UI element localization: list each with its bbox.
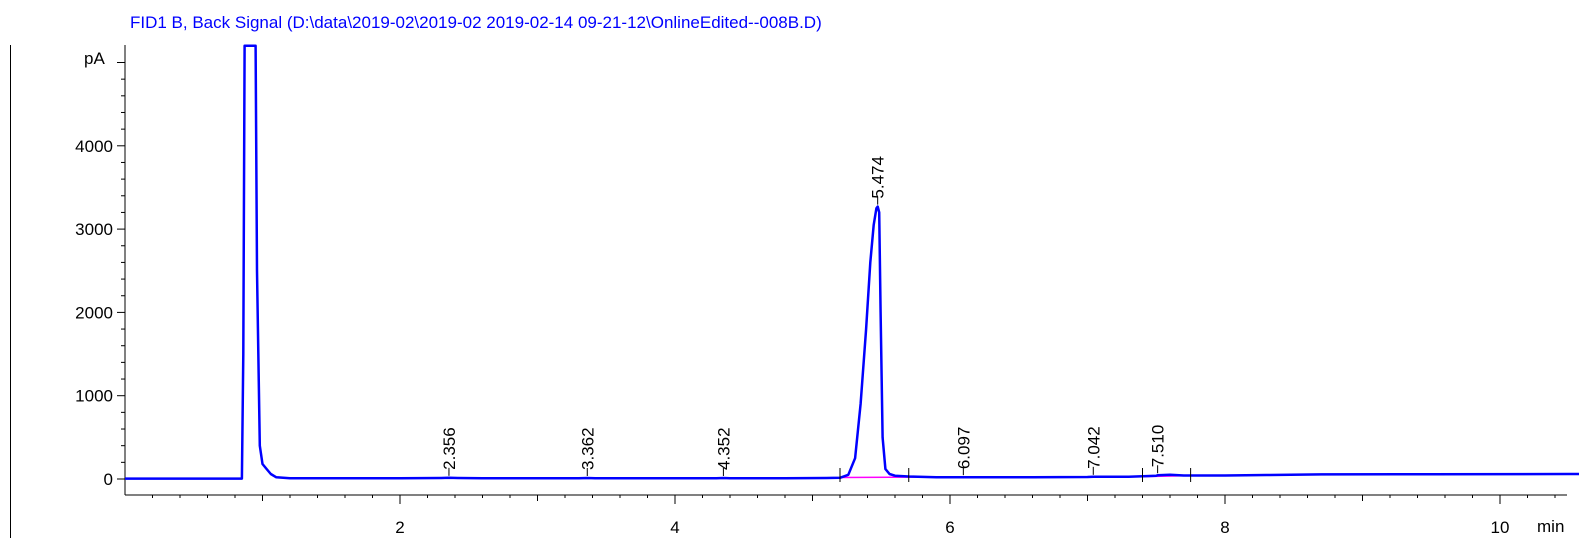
peak-label: 7.042 xyxy=(1084,426,1103,469)
signal-layer xyxy=(125,44,1579,482)
x-tick-label: 8 xyxy=(1220,518,1229,537)
peak-label: 5.474 xyxy=(869,156,888,199)
y-axis-unit-label: pA xyxy=(84,49,105,68)
peak-label: 2.356 xyxy=(440,427,459,470)
y-tick-label: 2000 xyxy=(75,303,113,322)
signal-trace xyxy=(125,44,1579,480)
x-tick-label: 6 xyxy=(945,518,954,537)
x-tick-label: 10 xyxy=(1491,518,1510,537)
x-tick-label: 4 xyxy=(670,518,679,537)
peak-label: 3.362 xyxy=(578,427,597,470)
y-tick-label: 4000 xyxy=(75,137,113,156)
x-axis-unit-label: min xyxy=(1537,517,1564,536)
x-tick-label: 2 xyxy=(395,518,404,537)
peak-label: 4.352 xyxy=(714,427,733,470)
y-tick-label: 3000 xyxy=(75,220,113,239)
peak-label: 6.097 xyxy=(954,427,973,470)
y-tick-label: 1000 xyxy=(75,387,113,406)
peak-label: 7.510 xyxy=(1149,425,1168,468)
axes: 0 1000 2000 3000 4000 2 4 6 8 10 xyxy=(75,45,1567,537)
peak-labels: 2.356 3.362 4.352 5.474 6.097 7.042 7.510 xyxy=(440,156,1168,477)
chart-title: FID1 B, Back Signal (D:\data\2019-02\201… xyxy=(130,13,822,32)
y-tick-label: 0 xyxy=(104,470,113,489)
